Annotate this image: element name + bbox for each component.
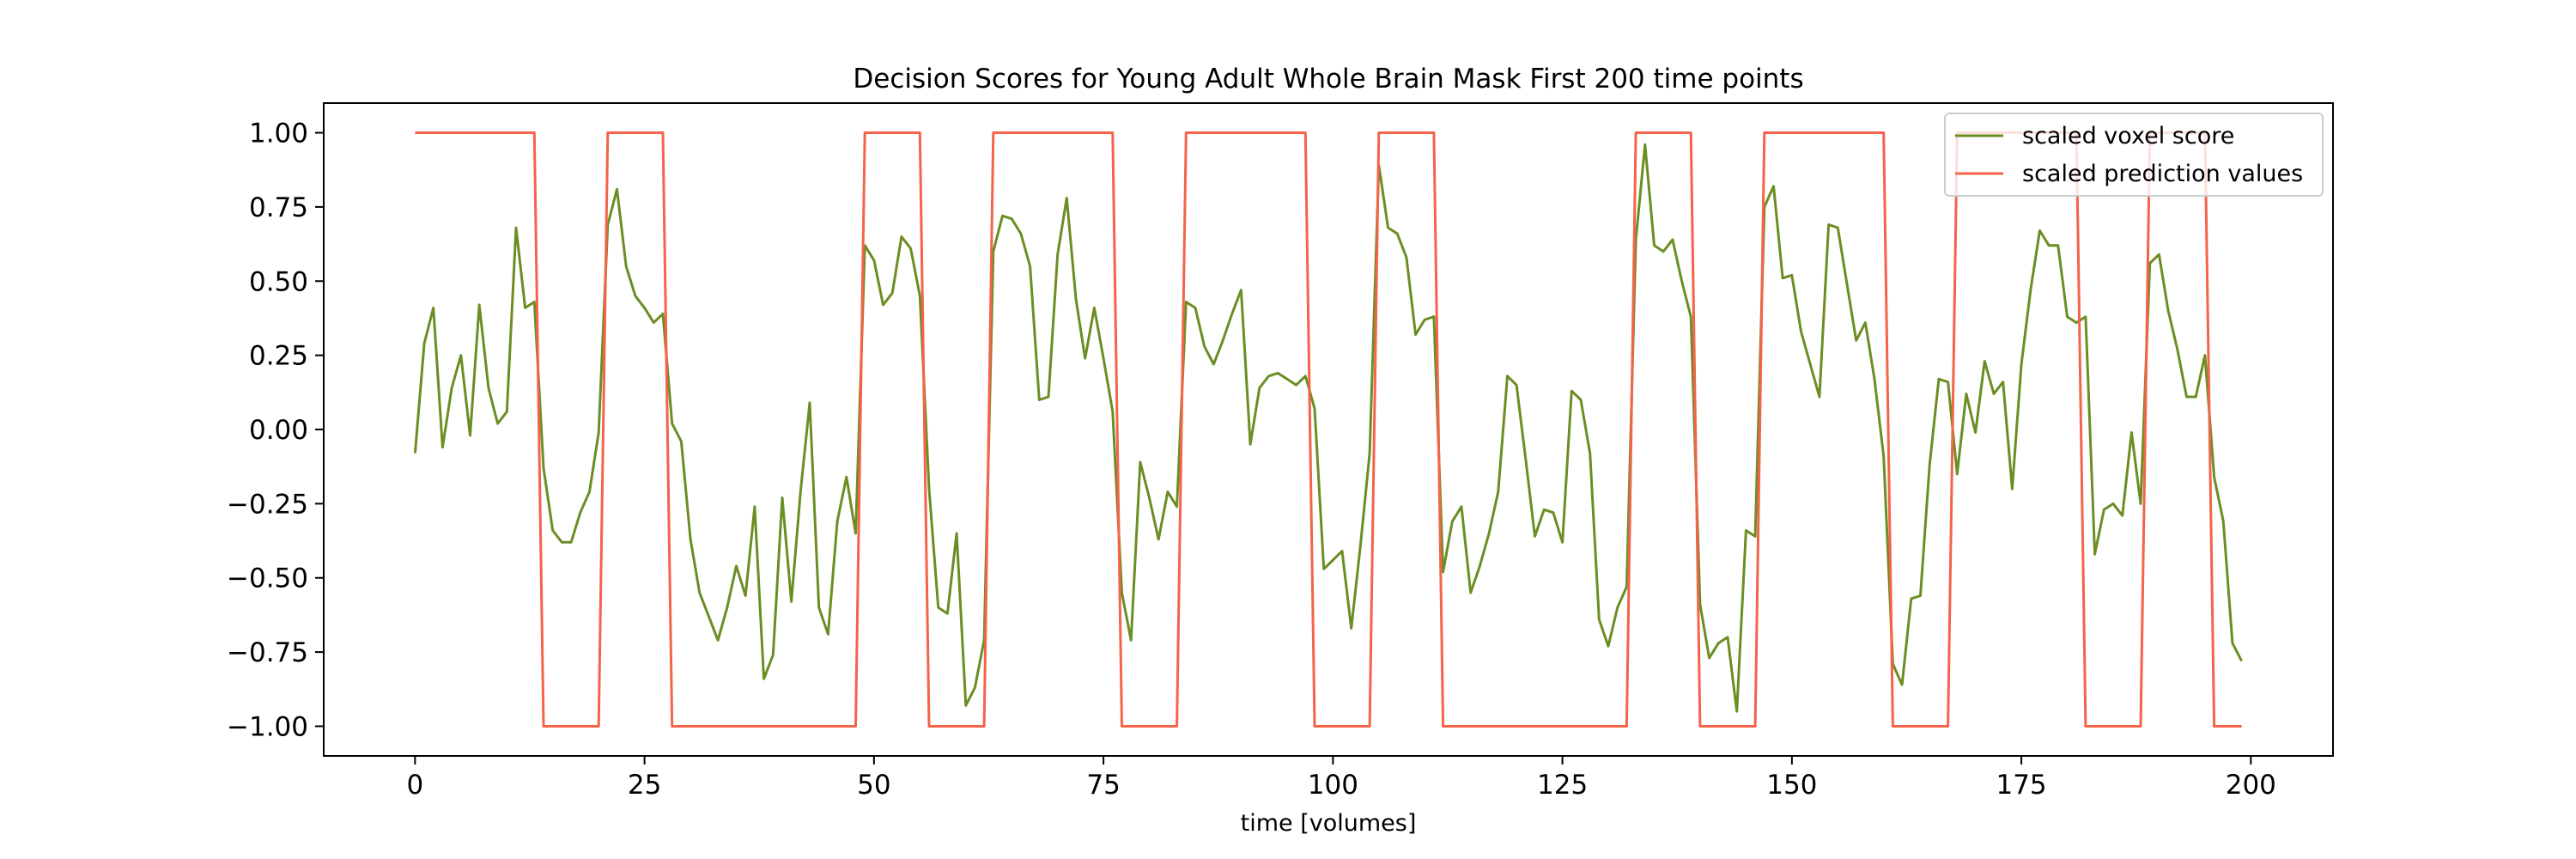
x-tick-label: 125 <box>1537 770 1588 801</box>
legend: scaled voxel score scaled prediction valu… <box>1944 113 2324 197</box>
x-tick-label: 75 <box>1086 770 1120 801</box>
series-line-voxel-score <box>413 143 2243 713</box>
y-tick-label: −0.75 <box>227 637 308 668</box>
chart-title: Decision Scores for Young Adult Whole Br… <box>853 64 1803 94</box>
x-tick-label: 25 <box>628 770 661 801</box>
y-tick-label: 0.75 <box>249 192 308 223</box>
y-tick-label: −1.00 <box>227 711 308 742</box>
legend-box <box>1944 113 2324 197</box>
legend-label: scaled prediction values <box>2022 161 2303 187</box>
x-tick-label: 200 <box>2226 770 2276 801</box>
x-tick-label: 50 <box>857 770 890 801</box>
y-tick-label: 0.50 <box>249 266 308 297</box>
y-tick-label: 0.25 <box>249 341 308 372</box>
x-tick-label: 100 <box>1308 770 1358 801</box>
y-axis: 1.00 0.75 0.50 0.25 0.00 −0.25 −0.50 −0.75 −1.00 <box>227 119 324 742</box>
y-tick-label: 0.00 <box>249 415 308 446</box>
x-tick-label: 175 <box>1996 770 2046 801</box>
x-axis-label: time [volumes] <box>1241 810 1417 837</box>
y-tick-label: −0.50 <box>227 564 308 594</box>
plot-area-frame <box>323 102 2334 757</box>
series-layer <box>413 131 2243 728</box>
y-tick-label: 1.00 <box>249 119 308 149</box>
x-tick-label: 150 <box>1766 770 1817 801</box>
legend-label: scaled voxel score <box>2022 123 2234 149</box>
series-line-prediction-values <box>415 131 2242 728</box>
x-axis: 0 25 50 75 100 125 150 175 200 <box>406 756 2276 801</box>
y-tick-label: −0.25 <box>227 489 308 520</box>
x-tick-label: 0 <box>406 770 423 801</box>
